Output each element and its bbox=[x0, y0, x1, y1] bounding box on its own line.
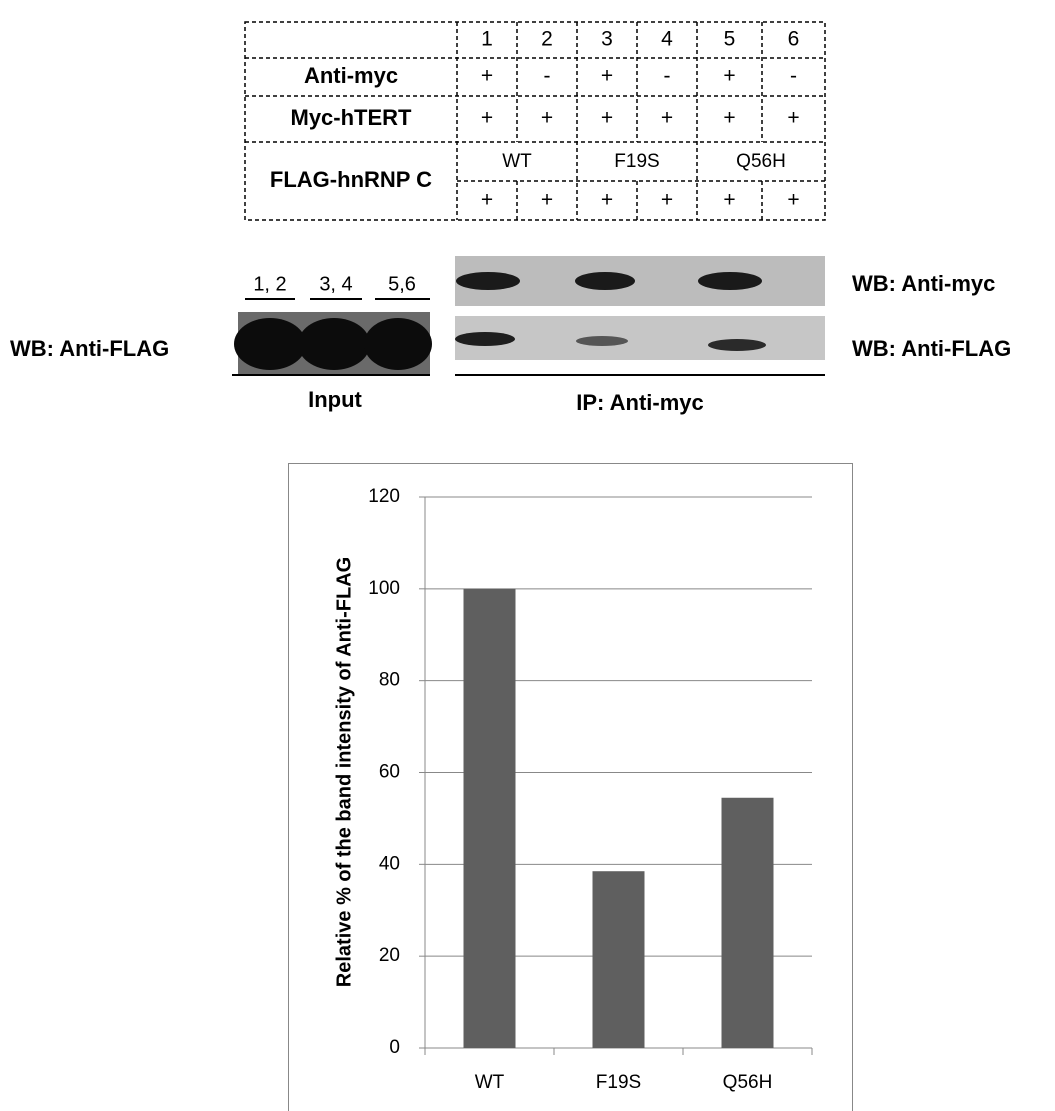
group-label: Q56H bbox=[736, 151, 786, 172]
input-blot bbox=[234, 312, 432, 374]
cell: + bbox=[787, 107, 799, 130]
cell: + bbox=[601, 65, 613, 88]
bar bbox=[464, 589, 516, 1048]
cell: + bbox=[481, 107, 493, 130]
lane-number: 6 bbox=[788, 28, 800, 51]
cell: + bbox=[723, 107, 735, 130]
y-axis-title: Relative % of the band intensity of Anti… bbox=[333, 557, 355, 987]
row-label: Myc-hTERT bbox=[291, 105, 413, 130]
y-tick-label: 80 bbox=[379, 670, 400, 691]
lane-number: 4 bbox=[661, 28, 673, 51]
cell: + bbox=[481, 189, 493, 212]
y-tick-label: 120 bbox=[368, 486, 400, 507]
cell: + bbox=[481, 65, 493, 88]
lane-number: 2 bbox=[541, 28, 553, 51]
y-tick-label: 60 bbox=[379, 762, 400, 783]
ip-blot-flag bbox=[455, 316, 825, 360]
ip-label: IP: Anti-myc bbox=[576, 390, 704, 415]
cell: + bbox=[541, 189, 553, 212]
group-label: F19S bbox=[614, 151, 659, 172]
cell: + bbox=[661, 189, 673, 212]
bar bbox=[593, 871, 645, 1048]
lane-number: 3 bbox=[601, 28, 613, 51]
y-tick-label: 0 bbox=[389, 1037, 400, 1058]
y-tick-label: 100 bbox=[368, 578, 400, 599]
x-tick-label: F19S bbox=[596, 1072, 641, 1093]
x-tick-label: Q56H bbox=[723, 1072, 773, 1093]
input-label: Input bbox=[308, 387, 362, 412]
x-tick-label: WT bbox=[475, 1072, 505, 1093]
group-label: WT bbox=[502, 151, 532, 172]
cell: + bbox=[601, 189, 613, 212]
cell: + bbox=[723, 65, 735, 88]
cell: + bbox=[661, 107, 673, 130]
y-tick-label: 20 bbox=[379, 945, 400, 966]
row-label: FLAG-hnRNP C bbox=[270, 167, 432, 192]
cell: + bbox=[601, 107, 613, 130]
blot-right-label: WB: Anti-myc bbox=[852, 271, 995, 296]
cell: - bbox=[664, 65, 671, 88]
input-lane: 3, 4 bbox=[319, 273, 352, 295]
row-label: Anti-myc bbox=[304, 63, 398, 88]
blot-left-label: WB: Anti-FLAG bbox=[10, 336, 169, 361]
input-lane: 5,6 bbox=[388, 273, 416, 295]
cell: + bbox=[541, 107, 553, 130]
lane-number: 5 bbox=[724, 28, 736, 51]
y-tick-label: 40 bbox=[379, 853, 400, 874]
bar bbox=[722, 798, 774, 1048]
cell: + bbox=[787, 189, 799, 212]
cell: - bbox=[790, 65, 797, 88]
input-lane: 1, 2 bbox=[253, 273, 286, 295]
cell: + bbox=[723, 189, 735, 212]
blot-right-label: WB: Anti-FLAG bbox=[852, 336, 1011, 361]
cell: - bbox=[544, 65, 551, 88]
figure: WB: Anti-FLAG WB: Anti-myc WB: Anti-FLAG… bbox=[0, 0, 1055, 1111]
lane-number: 1 bbox=[481, 28, 493, 51]
ip-blot-myc bbox=[455, 256, 825, 306]
